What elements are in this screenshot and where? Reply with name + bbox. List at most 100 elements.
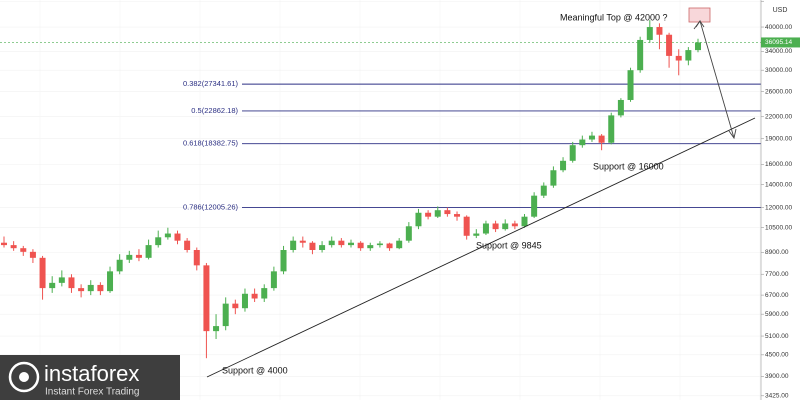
candle-body (502, 223, 509, 230)
candle-body (251, 293, 258, 299)
y-tick-label: 4500.00 (765, 352, 789, 359)
candle-body (492, 223, 499, 230)
candle-body (232, 303, 239, 309)
last-price-label: 36095.14 (765, 39, 792, 46)
candle-body (299, 240, 306, 243)
candle-body (550, 170, 557, 186)
trend-line (206, 117, 756, 378)
candle-body (87, 284, 94, 292)
y-tick-label: 10500.00 (765, 224, 792, 231)
axis-ticks: 40000.00 34000.00 30000.00 26000.00 22000.00… (761, 0, 800, 399)
candle-body (444, 210, 451, 215)
candle-body (78, 288, 85, 292)
candle-body (290, 240, 297, 251)
fib-label: 0.382(27341.61) (183, 79, 239, 88)
annotations: Meaningful Top @ 42000 ? Support @ 16000 S… (222, 12, 668, 375)
candle-body (376, 243, 383, 246)
candle-body (135, 254, 142, 258)
candle-body (10, 245, 17, 249)
candle-body (463, 216, 470, 236)
candle-body (598, 135, 605, 143)
candle-body (569, 145, 576, 161)
candle-body (116, 259, 123, 272)
price-axis (761, 0, 800, 400)
candle-body (415, 212, 422, 227)
candle-body (155, 237, 162, 246)
candle-body (434, 210, 441, 217)
candle-body (511, 223, 518, 227)
axis-unit: USD (773, 7, 788, 14)
candle-body (126, 254, 133, 260)
candle-body (184, 240, 191, 251)
candle-body (579, 139, 586, 146)
candle-body (473, 233, 480, 236)
y-tick-label: 5900.00 (765, 311, 789, 318)
candle-body (357, 242, 364, 249)
candle-body (97, 284, 104, 292)
arrow-head (728, 128, 737, 140)
candle-body (270, 271, 277, 289)
candle-body (608, 115, 615, 143)
y-tick-label: 6700.00 (765, 292, 789, 299)
candle-body (145, 245, 152, 258)
candle-body (531, 195, 538, 217)
y-tick-label: 30000.00 (765, 67, 792, 74)
candle-body (193, 250, 200, 266)
candle-body (213, 326, 220, 332)
candle-body (666, 34, 673, 56)
candle-body (367, 245, 374, 249)
candle-body (656, 27, 663, 35)
annotation: Support @ 9845 (476, 240, 542, 250)
candle-body (241, 293, 248, 309)
candle-body (695, 42, 701, 51)
candle-body (203, 265, 210, 332)
y-tick-label: 14000.00 (765, 181, 792, 188)
y-tick-label: 19000.00 (765, 135, 792, 142)
candle-body (405, 226, 412, 241)
candle-body (685, 50, 692, 61)
candle-body (107, 271, 114, 292)
candle-body (540, 185, 547, 196)
y-tick-label: 3425.00 (765, 392, 789, 399)
y-tick-label: 16000.00 (765, 161, 792, 168)
candles (1, 20, 701, 359)
annotation: Meaningful Top @ 42000 ? (560, 12, 668, 22)
candle-body (646, 27, 653, 40)
candle-body (637, 39, 644, 71)
candle-body (164, 233, 171, 238)
candle-body (261, 288, 268, 299)
candle-body (49, 282, 56, 289)
candle-body (560, 160, 567, 171)
fib-levels: 0.382(27341.61) 0.5(22862.18) 0.618(18382.… (183, 79, 761, 212)
candle-body (617, 99, 624, 116)
candle-body (58, 277, 65, 283)
candle-body (627, 70, 634, 100)
candle-body (521, 216, 528, 227)
fib-label: 0.5(22862.18) (191, 106, 238, 115)
candle-body (588, 135, 595, 140)
candle-body (1, 242, 7, 246)
y-tick-label: 40000.00 (765, 24, 792, 31)
last-price-box (761, 37, 800, 48)
fib-label: 0.786(12005.26) (183, 203, 239, 212)
fib-label: 0.618(18382.75) (183, 139, 239, 148)
y-tick-label: 5100.00 (765, 333, 789, 340)
y-tick-label: 7700.00 (765, 271, 789, 278)
target-box (688, 7, 711, 23)
annotation: Support @ 16000 (593, 161, 664, 171)
candle-body (29, 251, 36, 258)
candle-body (386, 243, 393, 249)
candle-body (319, 245, 326, 251)
candle-body (68, 277, 75, 289)
candle-body (280, 250, 287, 272)
candle-body (675, 55, 682, 61)
candle-body (328, 240, 335, 246)
logo-name: instaforex (44, 361, 139, 386)
candle-body (20, 248, 27, 252)
y-tick-label: 34000.00 (765, 48, 792, 55)
y-tick-label: 8900.00 (765, 249, 789, 256)
y-tick-label: 26000.00 (765, 88, 792, 95)
candle-body (348, 242, 354, 246)
